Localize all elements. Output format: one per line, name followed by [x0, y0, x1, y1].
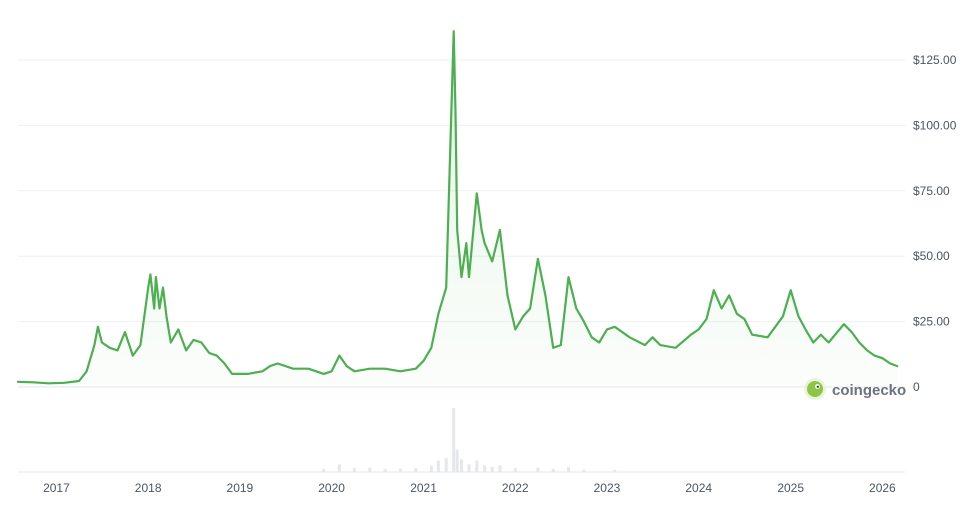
price-line: [16, 30, 899, 385]
volume-bar: [455, 449, 459, 472]
y-tick-label: $125.00: [913, 53, 957, 67]
x-tick-label: 2023: [594, 481, 621, 495]
volume-bar: [337, 464, 341, 472]
volume-bar: [536, 467, 540, 472]
volume-bar: [467, 464, 471, 472]
volume-bar: [452, 408, 456, 472]
x-tick-label: 2026: [869, 481, 896, 495]
gecko-icon: [804, 378, 826, 400]
y-tick-label: $75.00: [913, 184, 950, 198]
volume-bar: [567, 466, 571, 472]
y-axis-ticks: 0 $25.00 $50.00 $75.00 $100.00 $125.00: [913, 53, 957, 394]
x-axis-ticks: 2017 2018 2019 2020 2021 2022 2023 2024 2025 2026: [43, 481, 896, 495]
x-tick-label: 2020: [318, 481, 345, 495]
volume-bar: [429, 465, 433, 472]
x-tick-label: 2025: [777, 481, 804, 495]
volume-bar: [322, 468, 326, 472]
y-tick-label: 0: [913, 380, 920, 394]
volume-bar: [613, 470, 617, 472]
y-tick-label: $100.00: [913, 118, 957, 132]
y-tick-label: $25.00: [913, 315, 950, 329]
volume-bar: [414, 468, 418, 472]
x-tick-label: 2022: [502, 481, 529, 495]
volume-bar: [551, 468, 555, 472]
volume-bar: [460, 459, 463, 472]
volume-bar: [444, 457, 448, 472]
volume-bar: [352, 468, 356, 472]
brand-watermark: coingecko: [804, 378, 906, 400]
volume-bar: [436, 460, 440, 472]
price-series-line: [16, 30, 899, 385]
volume-bar: [383, 468, 387, 472]
price-area: [18, 31, 898, 387]
volume-bar: [582, 469, 586, 472]
volume-bar: [475, 460, 479, 472]
y-tick-label: $50.00: [913, 249, 950, 263]
x-tick-label: 2021: [410, 481, 437, 495]
x-tick-label: 2024: [685, 481, 712, 495]
volume-bar: [498, 465, 502, 472]
volume-bar: [398, 468, 402, 472]
volume-bar: [483, 465, 487, 472]
volume-bars: [322, 408, 617, 472]
volume-bar: [490, 466, 494, 472]
volume-bar: [368, 467, 372, 472]
x-tick-label: 2017: [43, 481, 70, 495]
price-area-fill: [18, 31, 898, 387]
x-tick-label: 2019: [227, 481, 254, 495]
volume-bar: [513, 468, 517, 472]
brand-name: coingecko: [832, 382, 906, 399]
x-tick-label: 2018: [135, 481, 162, 495]
